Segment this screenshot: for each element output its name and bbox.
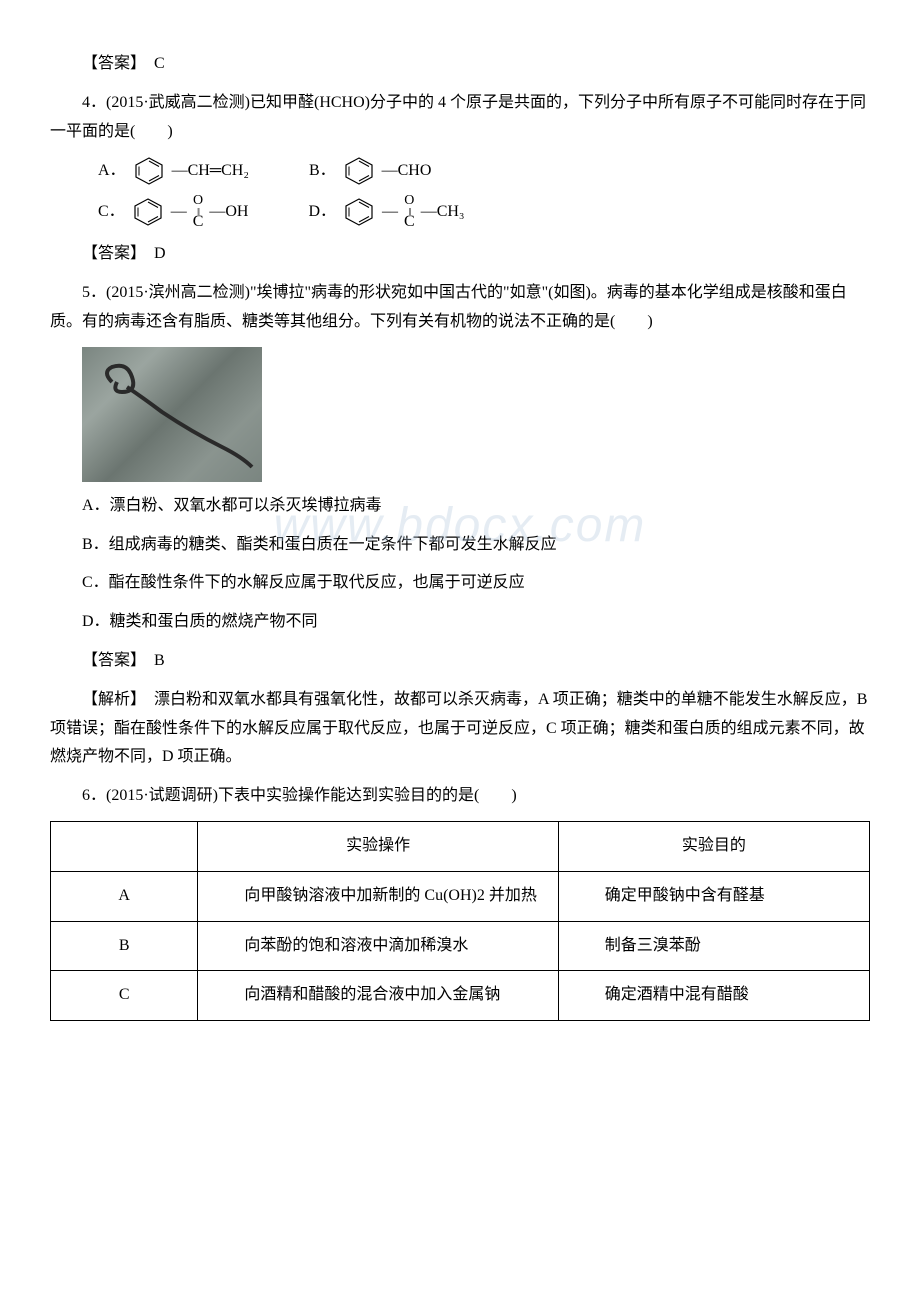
q4-opt-d-top: O [404, 194, 414, 208]
q5-stem-text: 5．(2015·滨州高二检测)"埃博拉"病毒的形状宛如中国古代的"如意"(如图)… [50, 284, 847, 330]
q5-option-d: D．糖类和蛋白质的燃烧产物不同 [50, 608, 870, 637]
q6-stem-suffix: ) [511, 787, 516, 804]
virus-shape-icon [82, 347, 262, 482]
q3-answer-label: 【答案】 [82, 55, 138, 72]
table-header-row: 实验操作 实验目的 [51, 821, 870, 871]
q4-opt-c-label: C． [98, 198, 125, 227]
q6-table: 实验操作 实验目的 A 向甲酸钠溶液中加新制的 Cu(OH)2 并加热 确定甲酸… [50, 821, 870, 1021]
q5-stem: 5．(2015·滨州高二检测)"埃博拉"病毒的形状宛如中国古代的"如意"(如图)… [50, 279, 870, 337]
benzene-icon [131, 197, 165, 227]
q5-analysis-label: 【解析】 [82, 691, 138, 708]
q4-answer-label: 【答案】 [82, 245, 138, 262]
table-cell-op: 向甲酸钠溶液中加新制的 Cu(OH)2 并加热 [198, 871, 558, 921]
q3-answer-value: C [154, 55, 165, 72]
q5-option-b: B．组成病毒的糖类、酯类和蛋白质在一定条件下都可发生水解反应 [50, 531, 870, 560]
q4-stem: 4．(2015·武威高二检测)已知甲醛(HCHO)分子中的 4 个原子是共面的，… [50, 89, 870, 147]
q4-opt-d-text: —CH₃ [421, 198, 465, 227]
carbonyl-group: O ‖ C [404, 194, 415, 230]
q4-opt-a-label: A． [98, 157, 126, 186]
table-cell-label: B [51, 921, 198, 971]
q3-answer: 【答案】 C [50, 50, 870, 79]
q6-stem-text: 6．(2015·试题调研)下表中实验操作能达到实验目的的是( [82, 787, 479, 804]
q5-analysis: 【解析】 漂白粉和双氧水都具有强氧化性，故都可以杀灭病毒，A 项正确；糖类中的单… [50, 686, 870, 772]
table-header-op: 实验操作 [198, 821, 558, 871]
table-cell-goal: 制备三溴苯酚 [558, 921, 869, 971]
q5-answer-value: B [154, 652, 165, 669]
table-cell-op: 向酒精和醋酸的混合液中加入金属钠 [198, 971, 558, 1021]
q4-opt-c-top: O [193, 194, 203, 208]
benzene-icon [132, 156, 166, 186]
table-cell-goal: 确定甲酸钠中含有醛基 [558, 871, 869, 921]
q4-opt-d-label: D． [308, 198, 336, 227]
q4-answer-value: D [154, 245, 166, 262]
table-row: B 向苯酚的饱和溶液中滴加稀溴水 制备三溴苯酚 [51, 921, 870, 971]
table-row: C 向酒精和醋酸的混合液中加入金属钠 确定酒精中混有醋酸 [51, 971, 870, 1021]
benzene-icon [342, 156, 376, 186]
table-header-blank [51, 821, 198, 871]
q6-stem: 6．(2015·试题调研)下表中实验操作能达到实验目的的是( ) [50, 782, 870, 811]
table-cell-op: 向苯酚的饱和溶液中滴加稀溴水 [198, 921, 558, 971]
q4-options-row2: C． — O ‖ C —OH D． — O ‖ C —CH₃ [98, 194, 870, 230]
q4-opt-c-mid: C [193, 214, 204, 230]
q4-options-row1: A． —CH═CH₂ B． —CHO [98, 156, 870, 186]
carbonyl-group: O ‖ C [193, 194, 204, 230]
q5-analysis-text: 漂白粉和双氧水都具有强氧化性，故都可以杀灭病毒，A 项正确；糖类中的单糖不能发生… [50, 691, 867, 766]
q4-opt-b-text: —CHO [382, 157, 432, 186]
table-cell-goal: 确定酒精中混有醋酸 [558, 971, 869, 1021]
table-cell-label: A [51, 871, 198, 921]
q5-answer: 【答案】 B [50, 647, 870, 676]
q4-option-b: B． —CHO [309, 156, 431, 186]
watermark-region: www.bdocx.com A．漂白粉、双氧水都可以杀灭埃博拉病毒 B．组成病毒… [50, 492, 870, 560]
table-header-goal: 实验目的 [558, 821, 869, 871]
table-row: A 向甲酸钠溶液中加新制的 Cu(OH)2 并加热 确定甲酸钠中含有醛基 [51, 871, 870, 921]
table-cell-label: C [51, 971, 198, 1021]
q4-opt-c-text: —OH [209, 198, 248, 227]
q4-option-d: D． — O ‖ C —CH₃ [308, 194, 464, 230]
q4-opt-a-text: —CH═CH₂ [172, 157, 249, 186]
q5-option-a: A．漂白粉、双氧水都可以杀灭埃博拉病毒 [50, 492, 870, 521]
q4-answer: 【答案】 D [50, 240, 870, 269]
q4-opt-b-label: B． [309, 157, 336, 186]
q4-stem-suffix: ) [167, 123, 172, 140]
benzene-icon [342, 197, 376, 227]
q4-option-a: A． —CH═CH₂ [98, 156, 249, 186]
q5-answer-label: 【答案】 [82, 652, 138, 669]
q4-option-c: C． — O ‖ C —OH [98, 194, 248, 230]
q4-opt-d-mid: C [404, 214, 415, 230]
ebola-virus-image [82, 347, 262, 482]
q5-stem-suffix: ) [647, 313, 652, 330]
q5-option-c: C．酯在酸性条件下的水解反应属于取代反应，也属于可逆反应 [50, 569, 870, 598]
